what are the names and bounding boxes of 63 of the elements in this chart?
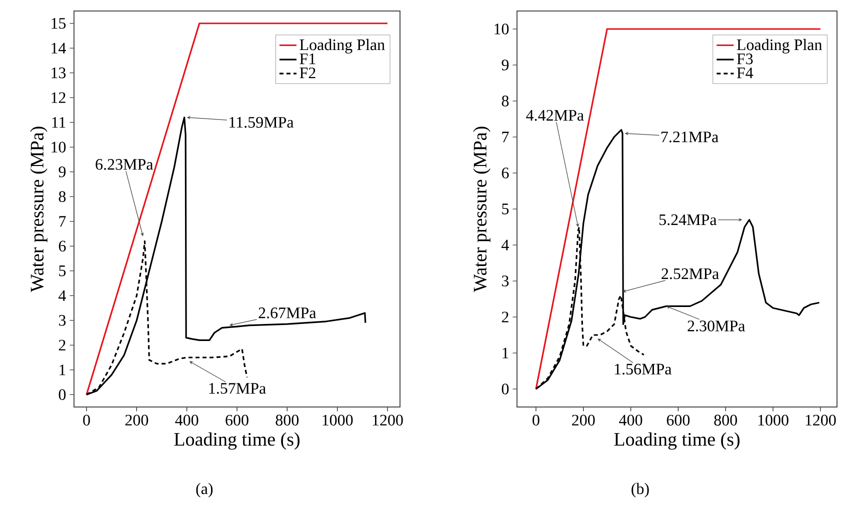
legend-label: Loading Plan [300, 38, 385, 54]
y-axis-title: Water pressure (MPa) [473, 126, 490, 292]
x-tick-label: 0 [83, 414, 90, 426]
text: (b) [632, 482, 649, 498]
y-tick-label: 9 [502, 60, 509, 70]
x-axis-title: Loading time (s) [614, 432, 740, 450]
text: (a) [196, 482, 213, 498]
y-tick-label: 10 [52, 142, 66, 153]
legend-label: Loading Plan [736, 38, 822, 54]
y-tick-label: 14 [52, 42, 66, 54]
legend-label: F3 [736, 54, 753, 64]
y-tick-label: 0 [502, 384, 509, 394]
y-tick-label: 6 [58, 240, 66, 252]
x-tick-label: 800 [714, 414, 737, 426]
y-tick-label: 8 [58, 191, 66, 202]
y-tick-label: 1 [502, 348, 508, 358]
x-tick-label: 200 [572, 414, 595, 426]
x-tick-label: 0 [532, 414, 540, 426]
x-tick-label: 600 [666, 414, 690, 426]
y-tick-label: 7 [59, 216, 66, 227]
y-tick-label: 2 [502, 312, 508, 322]
y-tick-label: 15 [52, 18, 66, 29]
annotation: 7.21MPa [661, 132, 718, 142]
annotation: 2.67MPa [258, 308, 316, 318]
legend-label: F4 [736, 68, 754, 78]
y-tick-label: 3 [502, 276, 509, 286]
y-tick-label: 10 [494, 24, 509, 34]
x-axis-title: Loading time (s) [174, 432, 300, 450]
annotation: 6.23MPa [96, 159, 154, 170]
y-tick-label: 5 [59, 266, 66, 276]
y-tick-label: 4 [502, 240, 509, 250]
annotation: 2.52MPa [662, 268, 719, 280]
y-tick-label: 11 [52, 117, 66, 128]
y-tick-label: 4 [58, 290, 66, 301]
y-tick-label: 3 [58, 315, 66, 326]
x-tick-label: 400 [619, 414, 642, 426]
x-tick-label: 1000 [758, 414, 788, 426]
y-tick-label: 6 [502, 168, 509, 178]
y-tick-label: 2 [58, 340, 66, 350]
y-tick-label: 7 [502, 132, 509, 142]
x-tick-label: 1000 [322, 414, 353, 426]
y-tick-label: 1 [60, 364, 66, 376]
x-tick-label: 1200 [372, 414, 403, 426]
x-tick-label: 600 [226, 414, 248, 426]
legend-label: F1 [300, 54, 316, 64]
y-tick-label: 12 [52, 92, 66, 103]
x-tick-label: 400 [175, 414, 198, 426]
legend-label: F2 [300, 68, 316, 78]
annotation: 1.56MPa [614, 364, 672, 375]
annotation: 1.57MPa [209, 383, 266, 394]
annotation: 5.24MPa [660, 214, 717, 226]
y-tick-label: 0 [58, 389, 66, 400]
y-axis-title: Water pressure (MPa) [30, 126, 48, 292]
y-tick-label: 13 [52, 67, 66, 78]
x-tick-label: 200 [125, 414, 148, 426]
annotation: 4.42MPa [526, 110, 584, 121]
y-tick-label: 8 [502, 96, 509, 106]
x-tick-label: 1200 [806, 414, 836, 426]
annotation: 11.59MPa [230, 116, 294, 128]
x-tick-label: 800 [276, 414, 299, 426]
annotation: 2.30MPa [688, 320, 746, 332]
y-tick-label: 5 [502, 204, 509, 214]
y-tick-label: 9 [58, 166, 66, 178]
